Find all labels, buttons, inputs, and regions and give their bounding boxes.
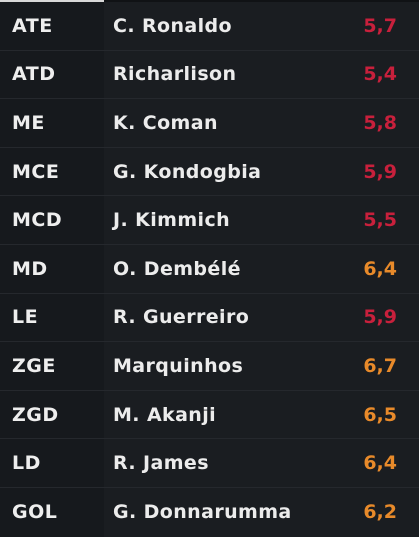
player-row[interactable]: LE R. Guerreiro 5,9	[0, 293, 419, 343]
player-rating: 5,4	[349, 50, 419, 99]
player-rating: 5,9	[349, 293, 419, 342]
player-row[interactable]: LD R. James 6,4	[0, 439, 419, 488]
player-row[interactable]: ATE C. Ronaldo 5,7	[0, 2, 419, 51]
player-position: LD	[0, 439, 104, 487]
player-row[interactable]: MD O. Dembélé 6,4	[0, 244, 419, 294]
player-row[interactable]: ATD Richarlison 5,4	[0, 50, 419, 100]
player-position: ATE	[0, 2, 104, 50]
active-tab-indicator	[0, 0, 104, 2]
player-position: ZGD	[0, 390, 104, 439]
player-position: LE	[0, 293, 104, 342]
player-row[interactable]: GOL G. Donnarumma 6,2	[0, 487, 419, 537]
player-rating: 5,8	[349, 99, 419, 147]
player-name: G. Donnarumma	[104, 487, 349, 537]
player-position: GOL	[0, 487, 104, 537]
player-rating: 6,4	[349, 244, 419, 293]
player-position: MCE	[0, 147, 104, 196]
player-name: Marquinhos	[104, 342, 349, 390]
player-row[interactable]: ME K. Coman 5,8	[0, 99, 419, 148]
player-rating: 6,2	[349, 487, 419, 537]
player-name: G. Kondogbia	[104, 147, 349, 196]
player-name: J. Kimmich	[104, 196, 349, 244]
player-row[interactable]: ZGE Marquinhos 6,7	[0, 342, 419, 391]
player-name: R. Guerreiro	[104, 293, 349, 342]
player-name: R. James	[104, 439, 349, 487]
player-rating: 6,7	[349, 342, 419, 390]
player-position: ATD	[0, 50, 104, 99]
player-rating: 5,9	[349, 147, 419, 196]
player-position: MD	[0, 244, 104, 293]
player-rating: 5,5	[349, 196, 419, 244]
player-name: M. Akanji	[104, 390, 349, 439]
player-row[interactable]: ZGD M. Akanji 6,5	[0, 390, 419, 440]
player-name: C. Ronaldo	[104, 2, 349, 50]
player-row[interactable]: MCD J. Kimmich 5,5	[0, 196, 419, 245]
player-rating: 6,5	[349, 390, 419, 439]
player-position: ZGE	[0, 342, 104, 390]
player-rating: 5,7	[349, 2, 419, 50]
player-name: K. Coman	[104, 99, 349, 147]
player-rating: 6,4	[349, 439, 419, 487]
player-name: O. Dembélé	[104, 244, 349, 293]
player-name: Richarlison	[104, 50, 349, 99]
player-row[interactable]: MCE G. Kondogbia 5,9	[0, 147, 419, 197]
player-position: ME	[0, 99, 104, 147]
player-position: MCD	[0, 196, 104, 244]
